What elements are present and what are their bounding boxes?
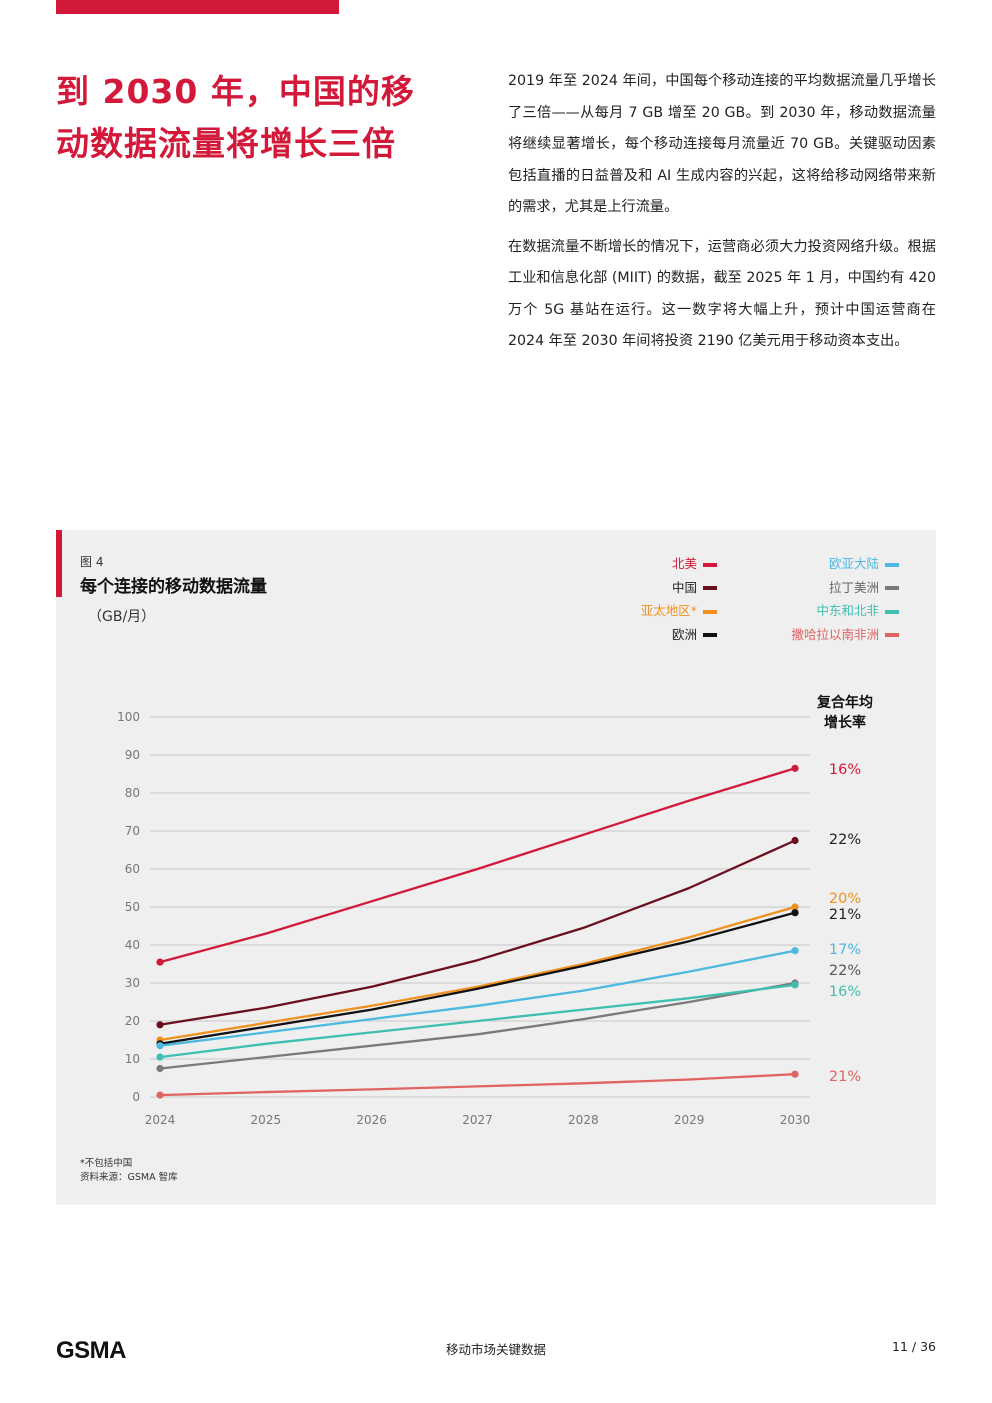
chart-panel — [56, 530, 936, 1205]
series-end-point — [791, 909, 799, 917]
y-tick-label: 90 — [125, 748, 140, 762]
paragraph-2: 在数据流量不断增长的情况下，运营商必须大力投资网络升级。根据工业和信息化部 (M… — [508, 238, 936, 350]
series-start-point — [156, 1091, 164, 1099]
series-line — [159, 1073, 796, 1097]
legend-swatch — [885, 586, 899, 590]
series-end-point — [791, 1070, 799, 1078]
legend-item: 北美 — [672, 555, 717, 573]
series-end-point — [791, 764, 799, 772]
y-tick-label: 100 — [117, 710, 140, 724]
y-tick-label: 0 — [132, 1090, 140, 1104]
figure-unit: （GB/月） — [88, 609, 156, 625]
x-tick-label: 2026 — [356, 1113, 387, 1127]
cagr-label: 16% — [829, 984, 861, 1000]
cagr-label: 20% — [829, 891, 861, 907]
series-start-point — [156, 1053, 164, 1061]
footnote-source: 资料来源：GSMA 智库 — [80, 1172, 178, 1183]
x-tick-label: 2030 — [780, 1113, 811, 1127]
legend-swatch — [703, 562, 717, 567]
series-start-point — [156, 1042, 164, 1050]
legend-label: 亚太地区* — [640, 603, 697, 618]
series-end-point — [791, 981, 799, 989]
legend-swatch — [703, 609, 717, 614]
series-line — [159, 767, 796, 964]
legend-label: 欧洲 — [671, 626, 697, 642]
series-end-point — [791, 903, 799, 911]
page-number: 11 / 36 — [892, 1339, 936, 1354]
cagr-header: 复合年均 — [816, 694, 873, 711]
y-tick-label: 70 — [125, 824, 140, 838]
figure-title: 每个连接的移动数据流量 — [80, 577, 267, 597]
legend-label: 拉丁美洲 — [828, 579, 879, 595]
cagr-label: 22% — [829, 963, 861, 979]
figure-label: 图 4 — [80, 555, 104, 569]
body-text: 2019 年至 2024 年间，中国每个移动连接的平均数据流量几乎增长了三倍——… — [508, 66, 936, 366]
cagr-label: 21% — [829, 907, 861, 923]
legend-swatch — [703, 586, 717, 590]
y-tick-label: 40 — [125, 938, 140, 952]
x-tick-label: 2027 — [462, 1113, 493, 1127]
legend-item: 拉丁美洲 — [829, 579, 899, 597]
legend-swatch — [885, 633, 899, 637]
legend-swatch — [885, 562, 899, 567]
legend-item: 亚太地区* — [641, 602, 717, 620]
cagr-label: 22% — [829, 832, 861, 848]
cagr-label: 17% — [829, 942, 861, 958]
chart-accent-bar — [56, 530, 62, 597]
legend-item: 中东和北非 — [816, 602, 899, 620]
legend-label: 中东和北非 — [816, 603, 879, 618]
page-headline: 到 2030 年，中国的移动数据流量将增长三倍 — [56, 72, 415, 163]
series-line — [159, 911, 796, 1045]
legend-swatch — [885, 609, 899, 614]
top-accent-bar — [56, 0, 339, 14]
legend-label: 撒哈拉以南非洲 — [791, 626, 879, 642]
cagr-label: 21% — [829, 1069, 861, 1085]
series-end-point — [791, 947, 799, 955]
y-tick-label: 80 — [125, 786, 140, 800]
x-tick-label: 2029 — [674, 1113, 705, 1127]
legend-label: 中国 — [671, 579, 697, 595]
series-line — [159, 981, 796, 1070]
legend-swatch — [703, 633, 717, 637]
legend-label: 欧亚大陆 — [828, 556, 879, 571]
x-tick-label: 2024 — [145, 1113, 176, 1127]
figure-footnotes: *不包括中国 资料来源：GSMA 智库 — [80, 1157, 178, 1185]
y-tick-label: 20 — [125, 1014, 140, 1028]
legend-label: 北美 — [671, 556, 697, 571]
footer-section-title: 移动市场关键数据 — [445, 1342, 546, 1357]
paragraph-1: 2019 年至 2024 年间，中国每个移动连接的平均数据流量几乎增长了三倍——… — [508, 73, 936, 215]
legend-item: 欧亚大陆 — [829, 555, 899, 573]
series-line — [159, 905, 796, 1042]
cagr-label: 16% — [829, 762, 861, 778]
series-line — [159, 949, 796, 1047]
series-start-point — [156, 1064, 164, 1073]
series-start-point — [156, 1021, 164, 1029]
series-line — [159, 839, 796, 1026]
y-tick-label: 50 — [125, 900, 140, 914]
footnote-exclusion: *不包括中国 — [80, 1158, 133, 1169]
x-tick-label: 2028 — [568, 1113, 599, 1127]
legend-item: 中国 — [672, 579, 717, 597]
y-tick-label: 10 — [125, 1052, 140, 1066]
series-start-point — [156, 958, 164, 966]
legend-item: 撒哈拉以南非洲 — [791, 626, 899, 644]
series-end-point — [791, 836, 799, 845]
legend-item: 欧洲 — [672, 626, 717, 644]
x-tick-label: 2025 — [251, 1113, 282, 1127]
y-tick-label: 30 — [125, 976, 140, 990]
y-tick-label: 60 — [125, 862, 140, 876]
cagr-header: 增长率 — [824, 714, 866, 731]
series-line — [159, 983, 796, 1059]
gsma-logo: GSMA — [56, 1337, 127, 1364]
